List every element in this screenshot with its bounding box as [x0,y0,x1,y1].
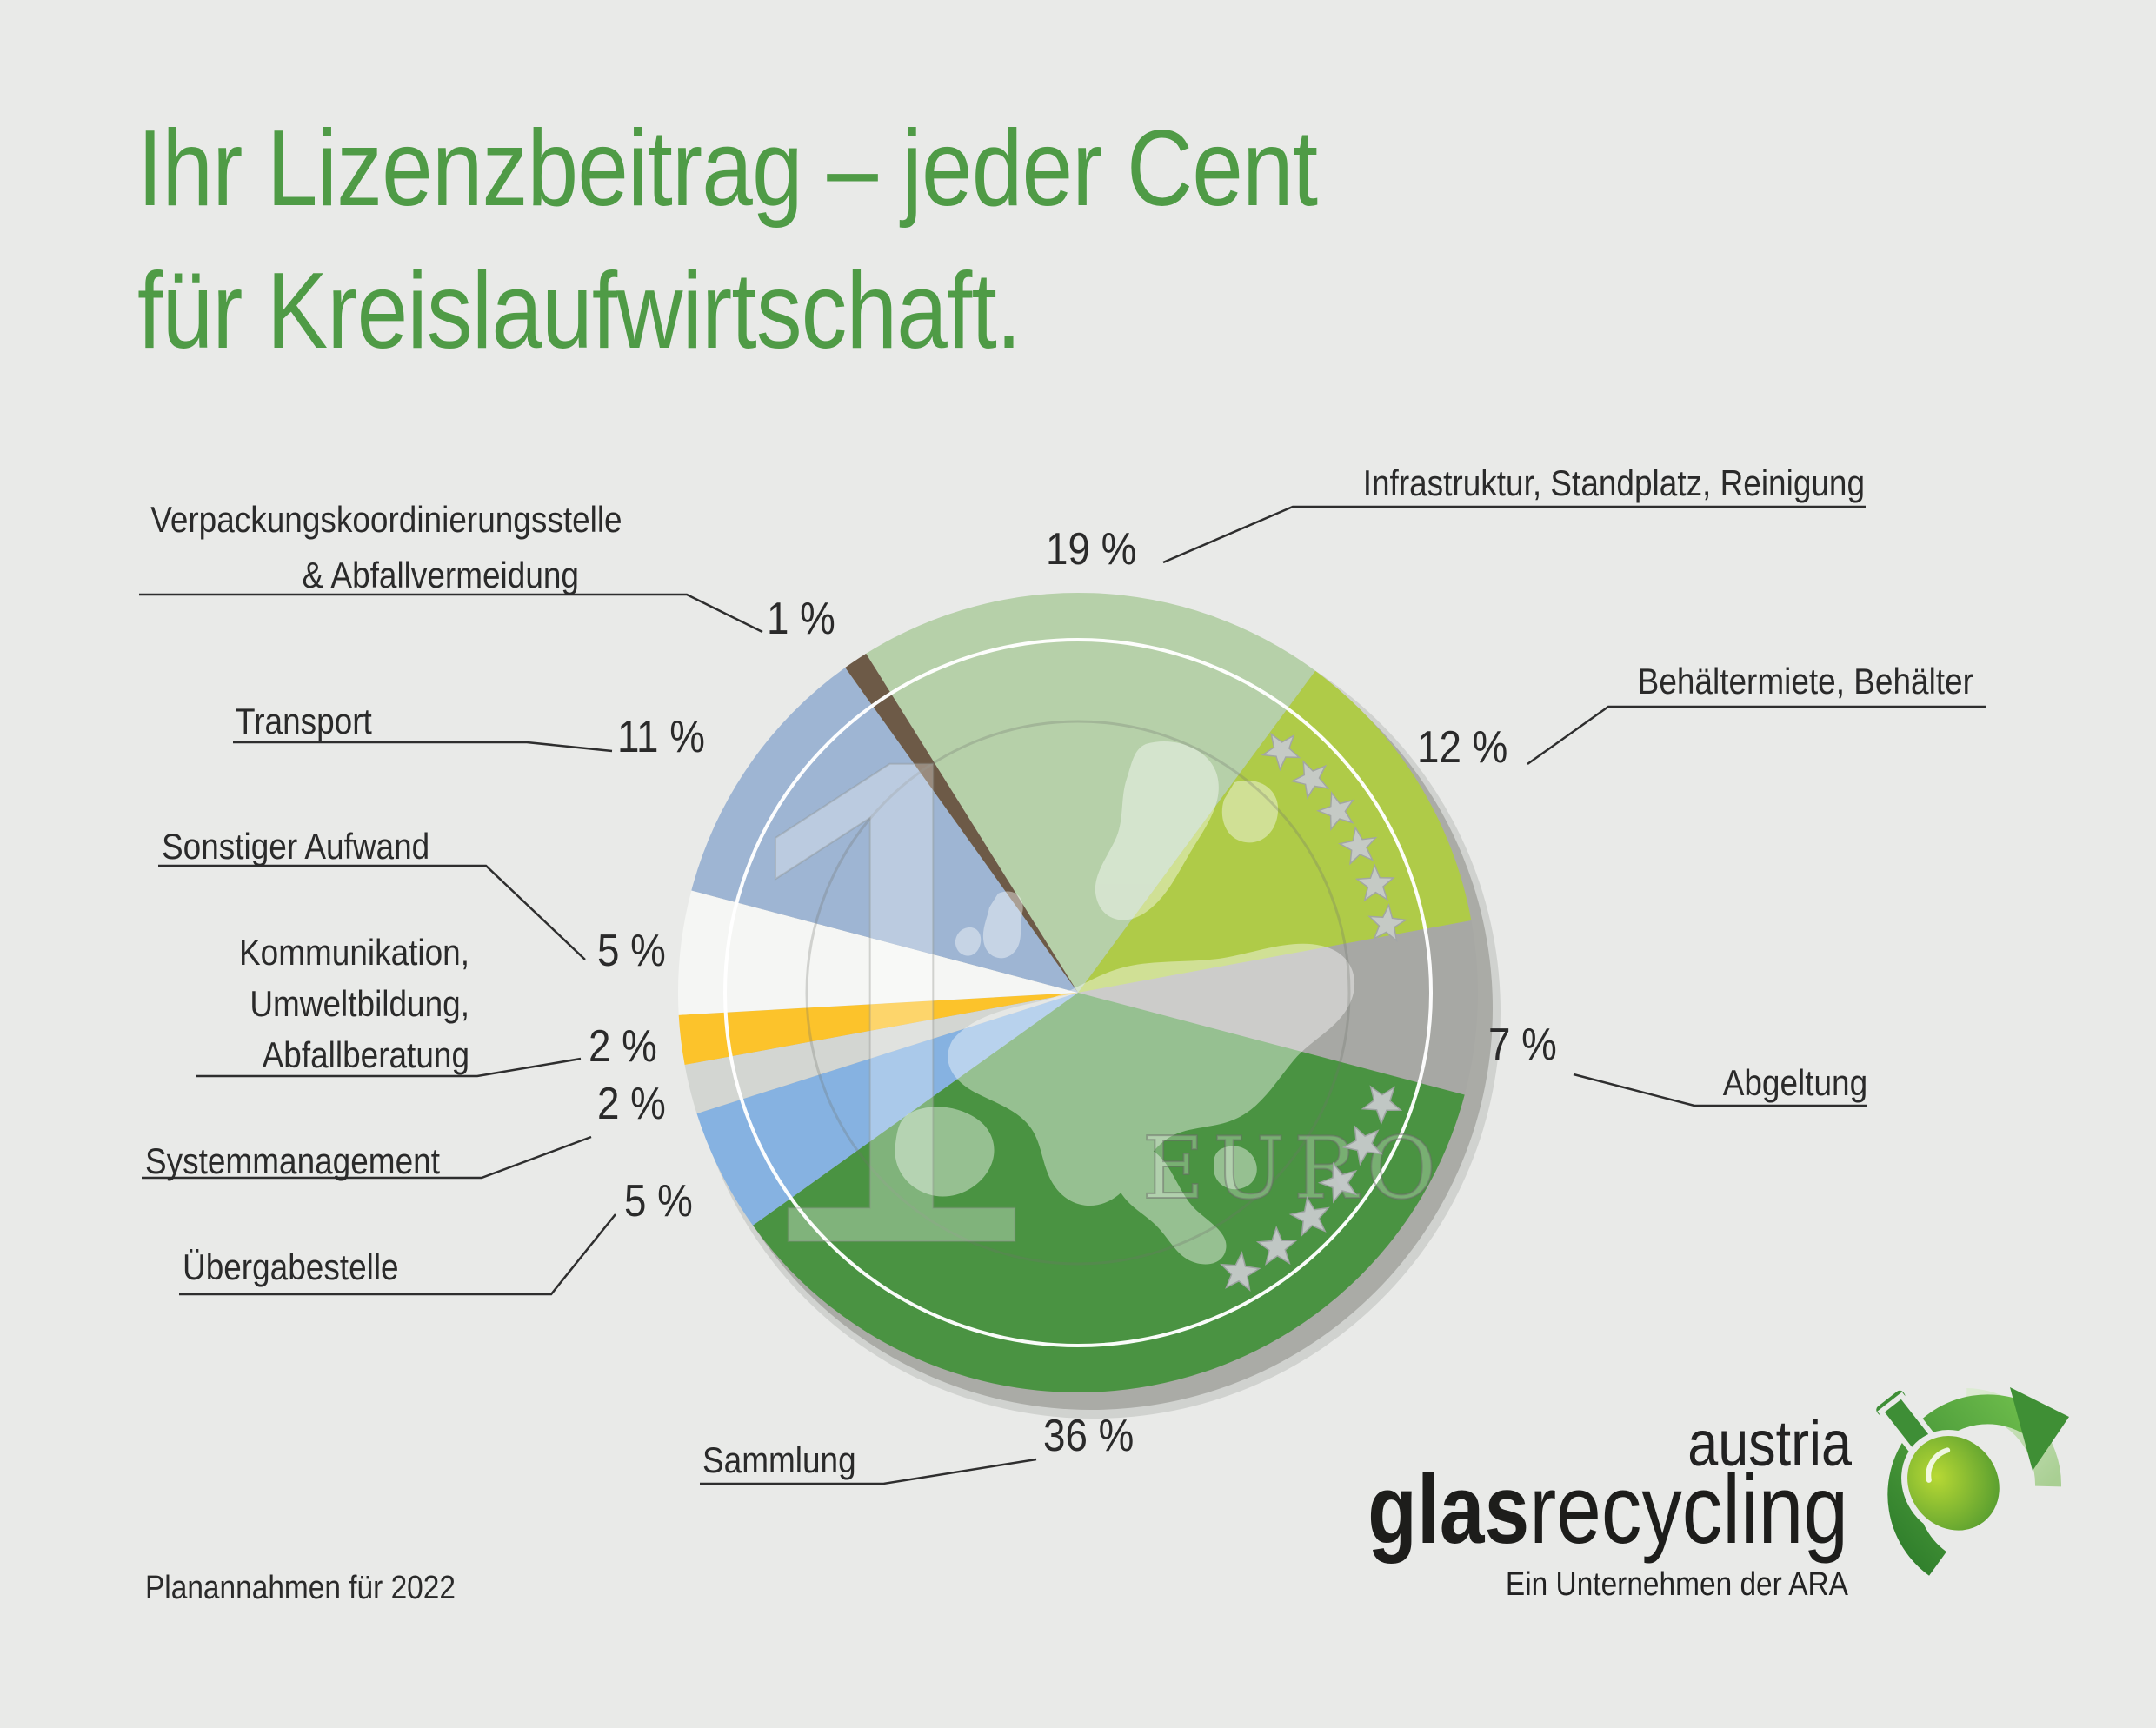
label-behaeltermiete: Behältermiete, Behälter [1637,661,1973,701]
footnote: Planannahmen für 2022 [145,1570,456,1606]
pie-slice-0 [866,592,1315,993]
logo-brand-text: glasrecycling [1367,1455,1848,1564]
euro-star-icon [1288,1195,1330,1238]
coin-inner-ring [805,720,1351,1266]
coin-numeral-watermark: 1 [697,644,1107,1393]
euro-star-icon [1361,1085,1403,1126]
euro-star-icon [1261,732,1301,772]
euro-star-icon [1255,1226,1298,1266]
pie-slice-2 [1078,920,1478,1095]
value-abgeltung: 7 % [1488,1020,1557,1070]
value-transport: 11 % [617,712,705,762]
value-kommunikation: 2 % [589,1021,657,1072]
pie-slice-3 [753,993,1465,1392]
label-uebergabestelle: Übergabestelle [183,1246,399,1287]
europe-map-icon [895,741,1355,1265]
callout-lines [139,505,1986,1485]
coin-white-ring [723,638,1433,1347]
label-infrastruktur: Infrastruktur, Standplatz, Reinigung [1362,462,1865,503]
label-verpackungskoordinierungsstelle: Verpackungskoordinierungsstelle & Abfall… [150,499,622,595]
euro-star-icon [1317,1161,1358,1204]
value-sonstiger-aufwand: 5 % [597,926,666,976]
pie-slice-8 [691,668,1078,993]
pie-slice-7 [677,890,1078,1015]
pie-slice-5 [684,993,1078,1114]
logo-mark-icon [1871,1385,2069,1576]
logo-subline-text: Ein Unternehmen der ARA [1505,1566,1848,1603]
label-systemmanagement: Systemmanagement [145,1140,440,1181]
euro-star-icon [1316,791,1354,832]
value-sammlung: 36 % [1043,1411,1135,1461]
page-title-line1: Ihr Lizenzbeitrag – jeder Cent [137,109,1318,229]
pie-slice-4 [696,993,1078,1226]
label-transport: Transport [236,701,372,741]
value-verpackungskoordinierungsstelle: 1 % [767,594,835,644]
logo-austria-text: austria [1687,1407,1852,1479]
label-sammlung: Sammlung [702,1439,856,1480]
pie [677,592,1478,1392]
value-uebergabestelle: 5 % [624,1176,693,1226]
euro-star-icon [1220,1251,1261,1292]
euro-star-icon [1354,863,1395,902]
value-behaeltermiete: 12 % [1417,722,1508,773]
coin-euro-watermark: EURO [1142,1120,1445,1219]
pie-slice-6 [678,993,1078,1065]
pie-slice-1 [1078,670,1472,993]
label-sonstiger-aufwand: Sonstiger Aufwand [162,826,430,867]
label-kommunikation: Kommunikation, Umweltbildung, Abfallbera… [238,932,469,1075]
euro-star-icon [1290,760,1330,800]
value-infrastruktur: 19 % [1046,524,1137,575]
pie-slice-9 [845,653,1078,993]
label-abgeltung: Abgeltung [1722,1062,1867,1103]
page-title: Ihr Lizenzbeitrag – jeder Cent für Kreis… [137,97,1318,382]
page-title-line2: für Kreislaufwirtschaft. [137,251,1021,371]
value-systemmanagement: 2 % [597,1079,666,1129]
euro-star-icon [1341,1125,1383,1166]
euro-stars [1220,732,1408,1292]
euro-star-icon [1367,903,1408,943]
euro-star-icon [1337,826,1378,866]
